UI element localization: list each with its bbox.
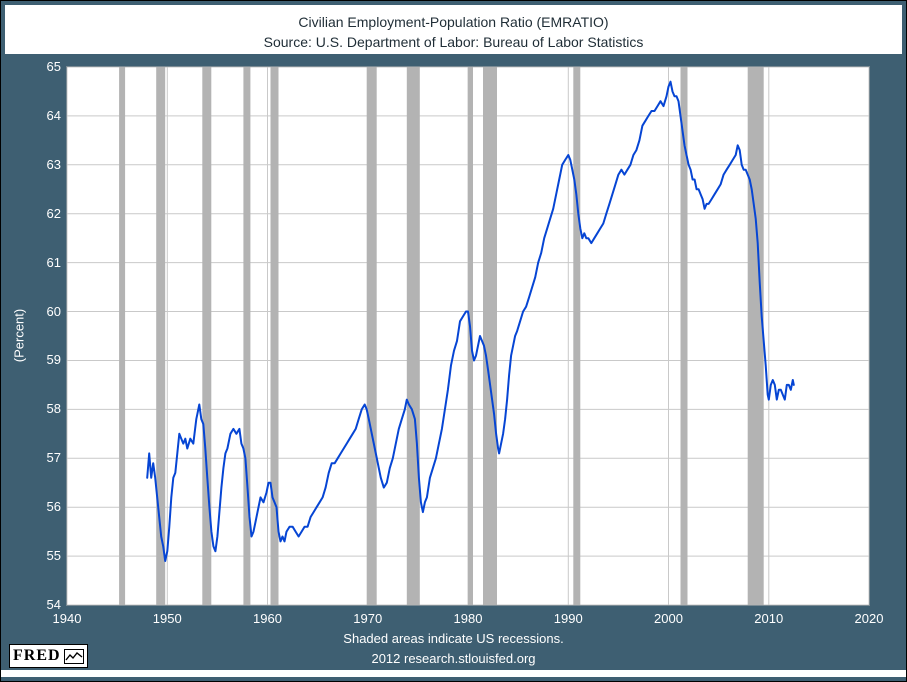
footer-strip <box>1 670 906 677</box>
fred-logo-text: FRED <box>13 647 61 664</box>
x-tick-label: 1950 <box>152 611 182 626</box>
recession-footnote: Shaded areas indicate US recessions. <box>343 631 564 646</box>
y-tick-label: 54 <box>46 597 61 612</box>
y-tick-label: 58 <box>46 401 61 417</box>
x-tick-label: 2020 <box>854 611 884 626</box>
footnotes: Shaded areas indicate US recessions. 201… <box>1 629 906 669</box>
fred-logo: FRED <box>9 644 88 668</box>
x-tick-label: 2000 <box>654 611 683 626</box>
x-tick-label: 1990 <box>553 611 583 626</box>
y-tick-label: 60 <box>46 303 61 319</box>
y-tick-label: 63 <box>46 156 61 172</box>
x-tick-label: 1970 <box>353 611 383 626</box>
line-chart <box>67 67 869 605</box>
y-tick-label: 55 <box>46 548 61 564</box>
fred-logo-chart-icon <box>63 648 84 664</box>
y-tick-label: 56 <box>46 499 61 515</box>
x-tick-label: 2010 <box>754 611 784 626</box>
plot-area <box>66 66 870 606</box>
x-tick-label: 1940 <box>52 611 82 626</box>
y-tick-label: 61 <box>46 254 61 270</box>
title-band: Civilian Employment-Population Ratio (EM… <box>5 5 902 54</box>
y-tick-label: 64 <box>46 107 61 123</box>
y-tick-label: 62 <box>46 205 61 221</box>
x-tick-label: 1980 <box>453 611 483 626</box>
chart-title: Civilian Employment-Population Ratio (EM… <box>298 14 609 30</box>
y-tick-label: 59 <box>46 352 61 368</box>
y-tick-label: 65 <box>46 59 61 74</box>
x-tick-label: 1960 <box>253 611 282 626</box>
chart-source: Source: U.S. Department of Labor: Bureau… <box>263 34 644 50</box>
source-footnote: 2012 research.stlouisfed.org <box>371 651 536 666</box>
y-tick-label: 57 <box>46 450 61 466</box>
